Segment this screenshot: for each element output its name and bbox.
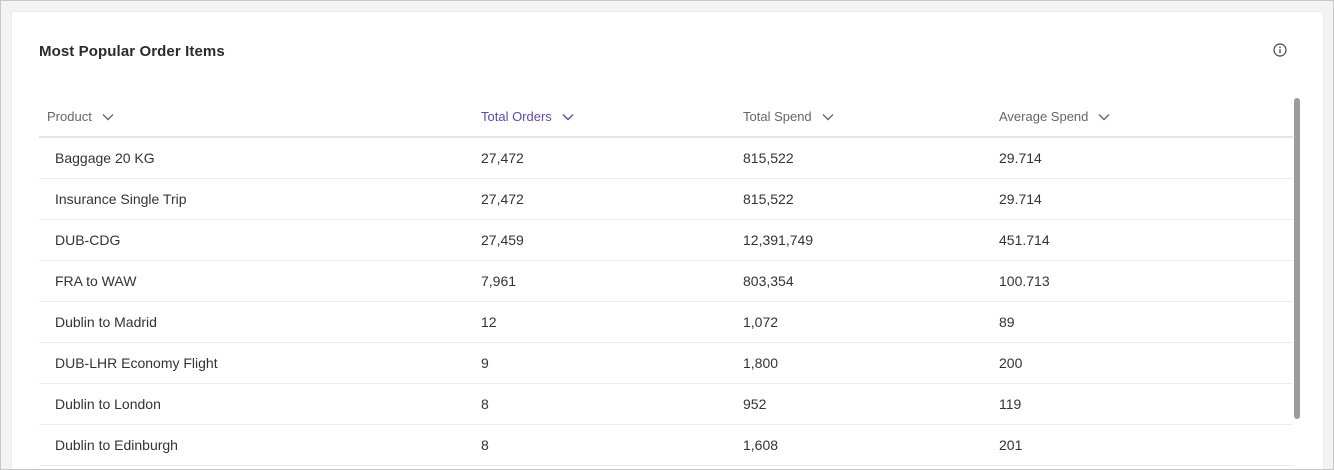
- table-row[interactable]: Dublin to Edinburgh 8 1,608 201: [39, 425, 1293, 466]
- cell-total-spend: 12,391,749: [743, 232, 814, 248]
- cell-total-spend: 1,608: [743, 437, 779, 453]
- cell-total-orders: 8: [481, 396, 489, 412]
- table-row[interactable]: Dublin to London 8 952 119: [39, 384, 1293, 425]
- cell-product: Dublin to Madrid: [55, 314, 157, 330]
- chevron-down-icon[interactable]: [1098, 113, 1110, 121]
- cell-average-spend: 201: [999, 437, 1023, 453]
- cell-product: FRA to WAW: [55, 273, 137, 289]
- chevron-down-icon[interactable]: [102, 113, 114, 121]
- table-row[interactable]: DUB-CDG 27,459 12,391,749 451.714: [39, 220, 1293, 261]
- cell-product: Baggage 20 KG: [55, 150, 155, 166]
- order-items-table: Product Total Orders Total Spend Average…: [39, 98, 1293, 466]
- cell-total-orders: 27,459: [481, 232, 524, 248]
- popular-items-card: Most Popular Order Items Product Total O…: [12, 12, 1323, 469]
- cell-average-spend: 29.714: [999, 150, 1042, 166]
- column-header-label: Product: [47, 109, 92, 124]
- table-row[interactable]: Baggage 20 KG 27,472 815,522 29.714: [39, 138, 1293, 179]
- column-header-average-spend[interactable]: Average Spend: [999, 109, 1110, 124]
- cell-average-spend: 119: [999, 396, 1022, 412]
- cell-total-orders: 9: [481, 355, 489, 371]
- cell-average-spend: 451.714: [999, 232, 1050, 248]
- cell-total-orders: 27,472: [481, 150, 524, 166]
- table-row[interactable]: Dublin to Madrid 12 1,072 89: [39, 302, 1293, 343]
- table-row[interactable]: Insurance Single Trip 27,472 815,522 29.…: [39, 179, 1293, 220]
- cell-product: Dublin to Edinburgh: [55, 437, 178, 453]
- vertical-scrollbar-thumb[interactable]: [1294, 98, 1300, 419]
- cell-product: Dublin to London: [55, 396, 161, 412]
- column-header-product[interactable]: Product: [47, 109, 114, 124]
- cell-total-spend: 952: [743, 396, 767, 412]
- cell-total-spend: 1,072: [743, 314, 779, 330]
- table-row[interactable]: DUB-LHR Economy Flight 9 1,800 200: [39, 343, 1293, 384]
- cell-total-spend: 815,522: [743, 150, 794, 166]
- cell-average-spend: 89: [999, 314, 1015, 330]
- column-header-label: Average Spend: [999, 109, 1089, 124]
- cell-total-orders: 7,961: [481, 273, 517, 289]
- cell-average-spend: 200: [999, 355, 1023, 371]
- chevron-down-icon[interactable]: [822, 113, 834, 121]
- cell-total-spend: 815,522: [743, 191, 794, 207]
- cell-total-spend: 1,800: [743, 355, 779, 371]
- table-header: Product Total Orders Total Spend Average…: [39, 98, 1293, 138]
- cell-product: DUB-CDG: [55, 232, 121, 248]
- cell-total-orders: 27,472: [481, 191, 524, 207]
- column-header-label: Total Orders: [481, 109, 552, 124]
- cell-average-spend: 29.714: [999, 191, 1042, 207]
- column-header-total-orders[interactable]: Total Orders: [481, 109, 574, 124]
- card-title: Most Popular Order Items: [39, 43, 225, 60]
- chevron-down-icon[interactable]: [562, 113, 574, 121]
- cell-average-spend: 100.713: [999, 273, 1050, 289]
- cell-product: DUB-LHR Economy Flight: [55, 355, 218, 371]
- cell-total-orders: 8: [481, 437, 489, 453]
- cell-product: Insurance Single Trip: [55, 191, 187, 207]
- cell-total-spend: 803,354: [743, 273, 794, 289]
- table-row[interactable]: FRA to WAW 7,961 803,354 100.713: [39, 261, 1293, 302]
- cell-total-orders: 12: [481, 314, 497, 330]
- column-header-total-spend[interactable]: Total Spend: [743, 109, 834, 124]
- column-header-label: Total Spend: [743, 109, 812, 124]
- info-circle-icon[interactable]: [1273, 43, 1287, 57]
